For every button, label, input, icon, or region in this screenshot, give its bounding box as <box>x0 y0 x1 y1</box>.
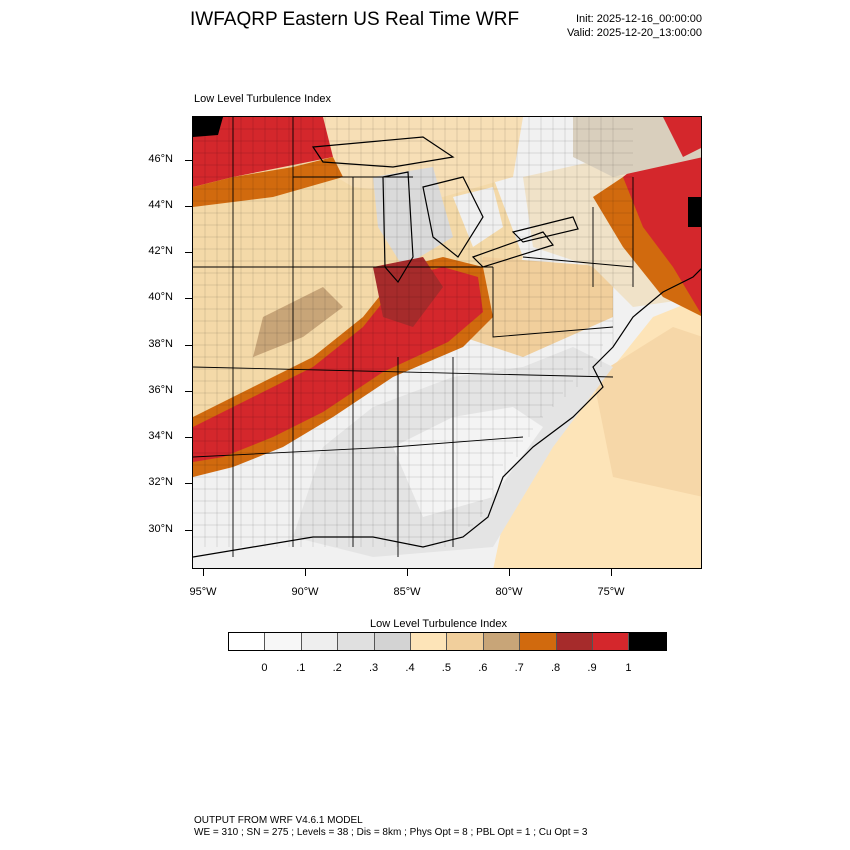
colorbar-swatch <box>520 633 557 650</box>
colorbar-swatch <box>338 633 375 650</box>
map-canvas <box>193 117 701 568</box>
lon-tick-mark <box>509 569 510 576</box>
lat-tick-label: 30°N <box>148 523 173 535</box>
colorbar-label: .9 <box>587 662 597 674</box>
colorbar-label: .4 <box>405 662 415 674</box>
lat-tick-mark <box>185 345 192 346</box>
colorbar-swatch <box>374 633 411 650</box>
lon-tick-mark <box>305 569 306 576</box>
lon-tick-label: 90°W <box>291 586 319 598</box>
lon-tick-mark <box>203 569 204 576</box>
colorbar-label: 1 <box>625 662 632 674</box>
colorbar-swatch <box>592 633 630 650</box>
lat-tick-mark <box>185 160 192 161</box>
lat-tick-label: 34°N <box>148 430 173 442</box>
lon-tick-label: 95°W <box>189 586 217 598</box>
main-title: IWFAQRP Eastern US Real Time WRF <box>190 9 520 30</box>
colorbar-swatch <box>301 633 339 650</box>
colorbar-label: .6 <box>478 662 488 674</box>
lat-tick-label: 40°N <box>148 291 173 303</box>
colorbar-title: Low Level Turbulence Index <box>370 618 507 630</box>
lat-tick-label: 36°N <box>148 384 173 396</box>
lat-tick-mark <box>185 391 192 392</box>
lat-tick-mark <box>185 252 192 253</box>
colorbar-label: .5 <box>441 662 451 674</box>
colorbar-label: .2 <box>332 662 342 674</box>
colorbar-swatch <box>265 633 302 650</box>
plot-label: Low Level Turbulence Index <box>194 93 331 105</box>
colorbar-swatch <box>629 633 666 650</box>
colorbar-label: .1 <box>296 662 306 674</box>
colorbar-swatch <box>229 633 266 650</box>
lon-tick-mark <box>611 569 612 576</box>
lon-tick-label: 80°W <box>495 586 523 598</box>
colorbar-swatch <box>483 633 521 650</box>
colorbar-label: .7 <box>514 662 524 674</box>
lon-tick-label: 75°W <box>597 586 625 598</box>
colorbar-label: 0 <box>261 662 268 674</box>
colorbar-swatch <box>556 633 593 650</box>
colorbar-swatch <box>447 633 484 650</box>
lon-tick-label: 85°W <box>393 586 421 598</box>
model-config: WE = 310 ; SN = 275 ; Levels = 38 ; Dis … <box>194 827 588 838</box>
colorbar-label: .3 <box>369 662 379 674</box>
lat-tick-label: 32°N <box>148 476 173 488</box>
colorbar-label: .8 <box>551 662 561 674</box>
colorbar <box>228 632 667 651</box>
lat-tick-label: 42°N <box>148 245 173 257</box>
colorbar-swatch <box>410 633 448 650</box>
lat-tick-label: 46°N <box>148 153 173 165</box>
valid-time: Valid: 2025-12-20_13:00:00 <box>567 27 702 39</box>
init-time: Init: 2025-12-16_00:00:00 <box>576 13 702 25</box>
lon-tick-mark <box>407 569 408 576</box>
lat-tick-mark <box>185 530 192 531</box>
turbulence-map <box>192 116 702 569</box>
lat-tick-mark <box>185 206 192 207</box>
lat-tick-label: 44°N <box>148 199 173 211</box>
lat-tick-mark <box>185 437 192 438</box>
lat-tick-mark <box>185 298 192 299</box>
model-info: OUTPUT FROM WRF V4.6.1 MODEL <box>194 815 363 826</box>
lat-tick-mark <box>185 483 192 484</box>
lat-tick-label: 38°N <box>148 338 173 350</box>
